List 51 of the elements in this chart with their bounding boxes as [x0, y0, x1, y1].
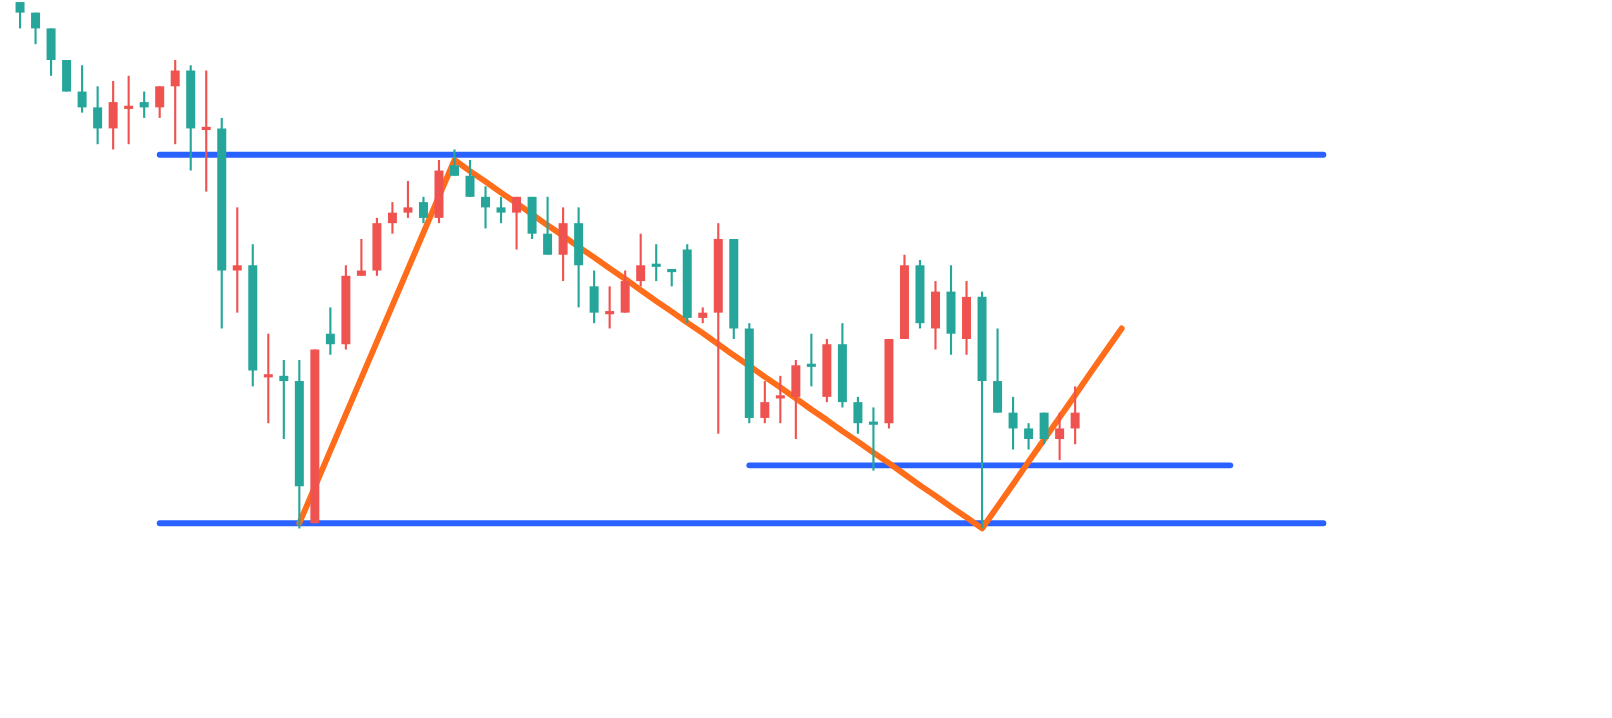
candlestick: [946, 264, 956, 356]
candlestick: [589, 269, 599, 325]
candlestick: [962, 280, 972, 356]
candlestick: [434, 158, 444, 225]
candlestick: [993, 327, 1003, 414]
candlestick: [170, 58, 180, 146]
candlestick: [122, 74, 135, 146]
candlestick: [1008, 395, 1018, 451]
candlestick: [387, 201, 397, 235]
candlestick: [1024, 422, 1034, 451]
candlestick: [403, 179, 413, 219]
candlestick: [543, 195, 553, 256]
candlestick: [512, 195, 522, 251]
candlestick: [481, 185, 491, 230]
candlestick: [46, 27, 56, 77]
candlestick: [15, 1, 25, 30]
candlestick: [155, 85, 165, 119]
candlestick: [62, 58, 72, 93]
candlestick: [262, 332, 275, 425]
candlestick: [603, 285, 616, 330]
candlestick: [93, 85, 103, 146]
candlestick: [465, 158, 475, 198]
candlestick: [558, 206, 568, 283]
candlestick: [356, 237, 366, 277]
candlestick: [232, 206, 242, 314]
candlestick: [1039, 411, 1049, 446]
candlestick: [418, 195, 428, 225]
candlestick: [372, 216, 382, 277]
candlestick: [325, 306, 335, 356]
candlestick: [1070, 385, 1080, 446]
candlestick: [139, 90, 149, 119]
candlestick: [527, 195, 537, 241]
candlestick: [853, 395, 863, 435]
candlestick: [620, 269, 630, 314]
candlestick: [636, 232, 646, 288]
candlestick: [805, 332, 818, 388]
candlestick: [450, 148, 459, 177]
candlestick: [931, 280, 940, 351]
candlestick: [867, 406, 880, 472]
candlestick: [200, 69, 213, 193]
candlestick: [791, 358, 801, 441]
candlestick: [760, 380, 770, 425]
candlestick: [31, 11, 41, 46]
candlestick: [77, 64, 87, 114]
candlestick: [279, 358, 289, 441]
candlestick: [1055, 411, 1065, 462]
candlestick: [774, 374, 787, 425]
candlestick: [108, 79, 118, 151]
candlestick: [574, 206, 584, 309]
candlestick: [650, 243, 663, 283]
candlestick: [496, 195, 506, 225]
